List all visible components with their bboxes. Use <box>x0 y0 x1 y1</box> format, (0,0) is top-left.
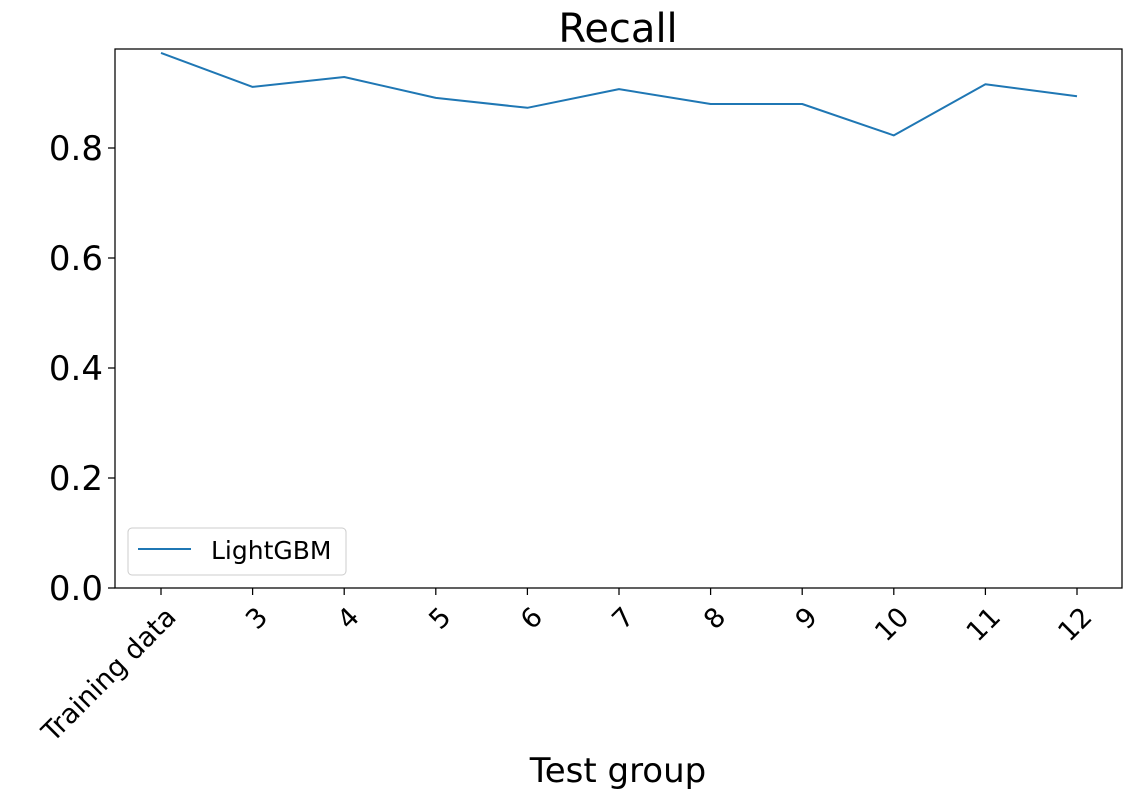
y-tick-label: 0.2 <box>49 459 103 499</box>
legend: LightGBM <box>127 527 347 576</box>
y-tick-label: 0.6 <box>49 239 103 279</box>
x-tick-label: 5 <box>423 602 457 636</box>
series-layer <box>160 51 1078 137</box>
y-tick-label: 0.4 <box>49 349 103 389</box>
legend-label-lightgbm: LightGBM <box>211 536 331 565</box>
x-tick-label: 12 <box>1052 602 1098 648</box>
x-tick-label: Training data <box>35 602 182 749</box>
x-tick-label: 9 <box>790 602 824 636</box>
x-axis-label: Test group <box>529 751 707 791</box>
y-tick-label: 0.0 <box>49 569 103 609</box>
chart-title: Recall <box>558 6 677 52</box>
x-tick-label: 10 <box>869 602 915 648</box>
x-tick-label: 11 <box>961 602 1007 648</box>
plot-frame <box>114 48 1123 589</box>
y-tick-label: 0.8 <box>49 129 103 169</box>
x-tick-label: 8 <box>698 602 732 636</box>
x-tick-label: 7 <box>606 602 640 636</box>
x-tick-label: 3 <box>240 602 274 636</box>
x-tick-label: 4 <box>332 602 366 636</box>
y-axis-ticks: 0.0 0.2 0.4 0.6 0.8 <box>49 129 115 609</box>
x-axis-ticks: Training data 3 4 5 6 7 8 9 10 11 12 <box>35 588 1099 749</box>
legend-box <box>127 527 347 576</box>
x-tick-label: 6 <box>515 602 549 636</box>
plot-area: 0.0 0.2 0.4 0.6 0.8 Training data 3 4 5 6 7 8 9 10 11… <box>35 48 1123 749</box>
